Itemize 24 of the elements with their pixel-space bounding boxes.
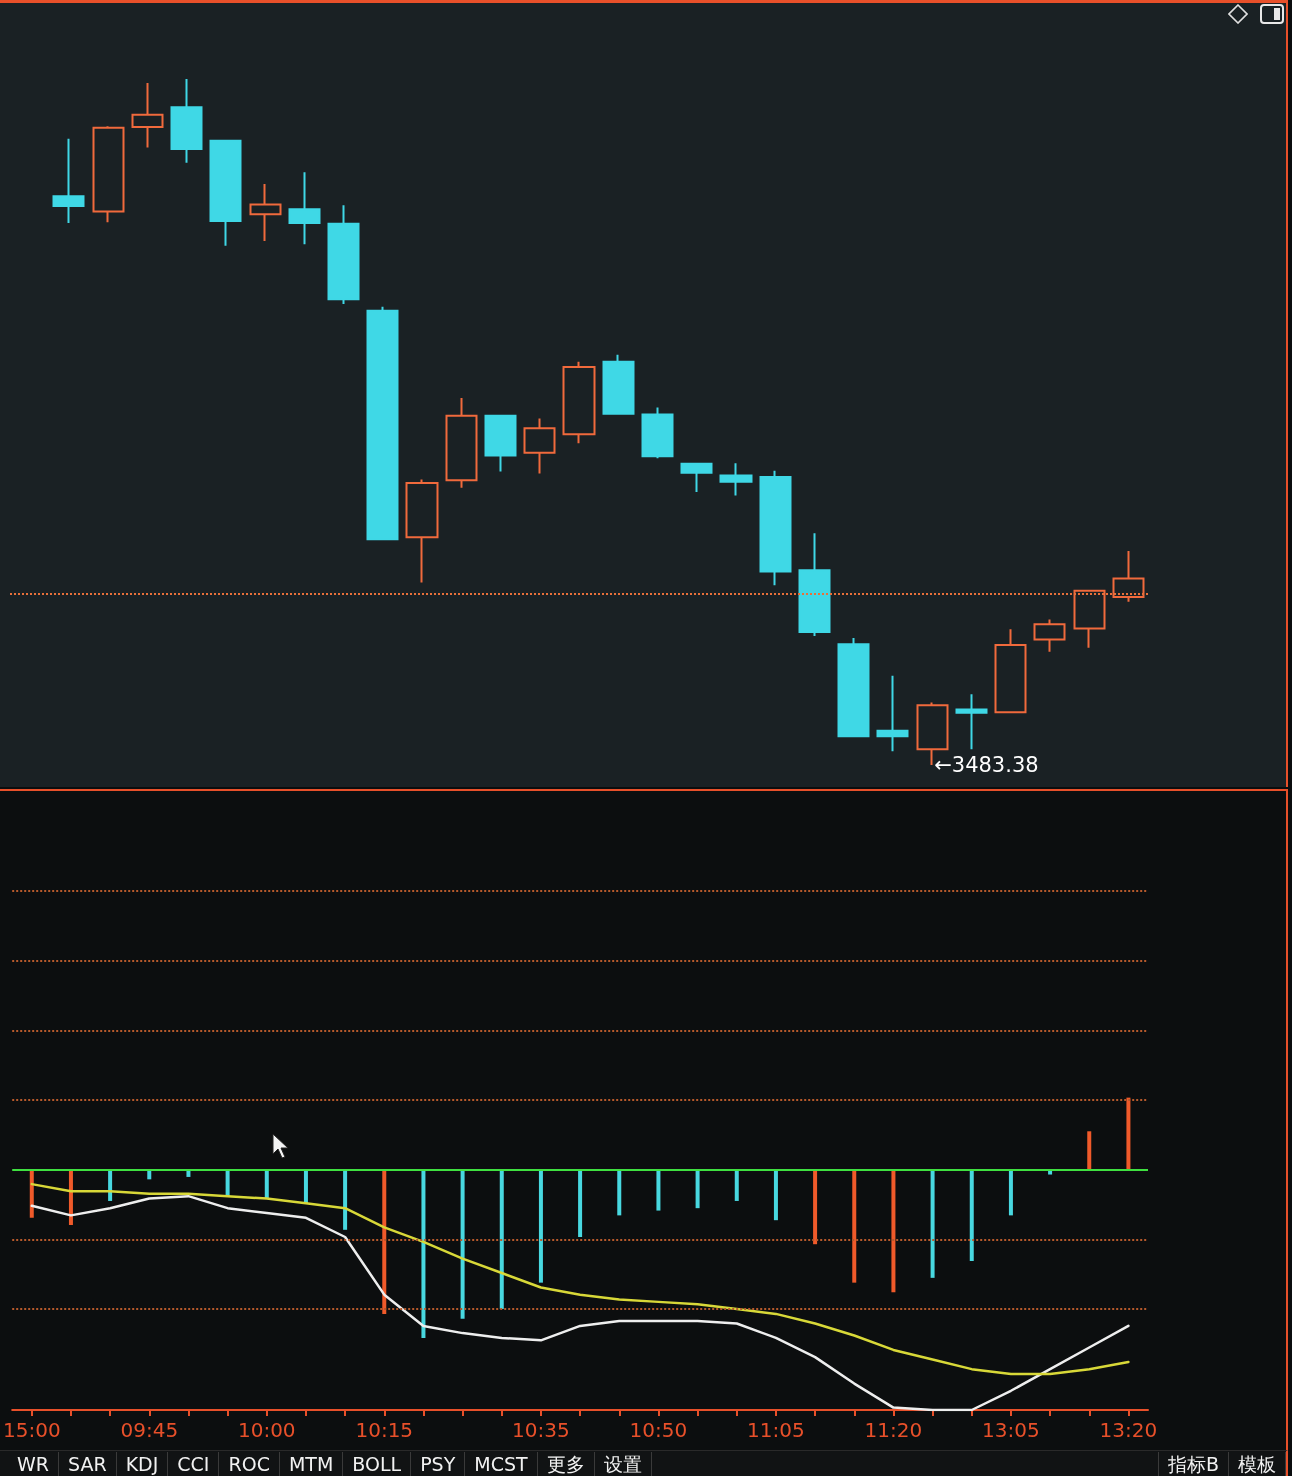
text: 模板: [1229, 1451, 1286, 1476]
text: MCST: [465, 1451, 538, 1476]
annotation: ←3483.38: [934, 753, 1039, 777]
text: ROC: [219, 1451, 280, 1476]
x-tick-label: 10:15: [355, 1418, 414, 1442]
text: WR: [8, 1451, 59, 1476]
text: SAR: [59, 1451, 117, 1476]
text: PSY: [411, 1451, 466, 1476]
text: 指标B: [1157, 1451, 1229, 1476]
x-tick-label: 13:05: [982, 1418, 1040, 1442]
x-tick-label: 15:00: [2, 1418, 61, 1442]
x-tick-label: 10:35: [512, 1418, 570, 1442]
x-tick-label: 10:00: [237, 1418, 296, 1442]
text: 更多: [537, 1451, 595, 1476]
text: CCI: [168, 1451, 220, 1476]
x-tick-label: 13:20: [1099, 1418, 1158, 1442]
x-tick-label: 11:20: [864, 1418, 923, 1442]
x-tick-label: 10:50: [629, 1418, 688, 1442]
x-tick-label: 09:45: [120, 1418, 179, 1442]
text: KDJ: [116, 1451, 169, 1476]
text: BOLL: [343, 1451, 412, 1476]
x-tick-label: 11:05: [747, 1418, 805, 1442]
text: 设置: [594, 1451, 652, 1476]
text: MTM: [279, 1451, 344, 1476]
